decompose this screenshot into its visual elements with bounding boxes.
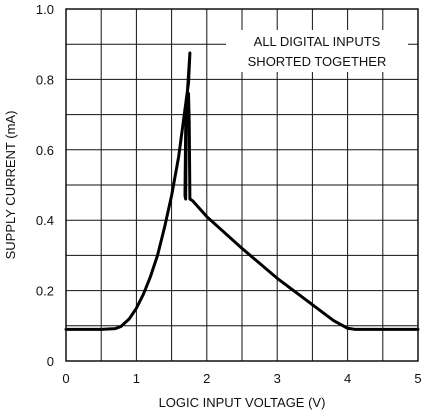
x-axis-title: LOGIC INPUT VOLTAGE (V) [159,395,326,410]
annotation-background [226,30,408,72]
plot-frame [65,8,419,362]
y-tick-label: 0 [47,354,54,369]
x-tick-label: 2 [203,371,210,386]
x-tick-label: 1 [133,371,140,386]
annotation-line-1: ALL DIGITAL INPUTS [254,34,381,49]
x-tick-labels: 0 1 2 3 4 5 [62,371,421,386]
series-layer [64,51,420,331]
y-tick-label: 0.6 [36,143,54,158]
x-tick-label: 0 [62,371,69,386]
y-tick-label: 0.8 [36,72,54,87]
annotation-line-2: SHORTED TOGETHER [248,54,387,69]
x-tick-label: 4 [344,371,351,386]
x-tick-label: 5 [414,371,421,386]
y-tick-label: 0.4 [36,213,54,228]
annotation: ALL DIGITAL INPUTS SHORTED TOGETHER [226,30,408,72]
y-tick-label: 1.0 [36,2,54,17]
y-axis-title: SUPPLY CURRENT (mA) [3,111,18,260]
y-tick-labels: 0 0.2 0.4 0.6 0.8 1.0 [36,2,54,369]
x-tick-label: 3 [274,371,281,386]
series-line-0 [64,51,420,331]
y-tick-label: 0.2 [36,284,54,299]
